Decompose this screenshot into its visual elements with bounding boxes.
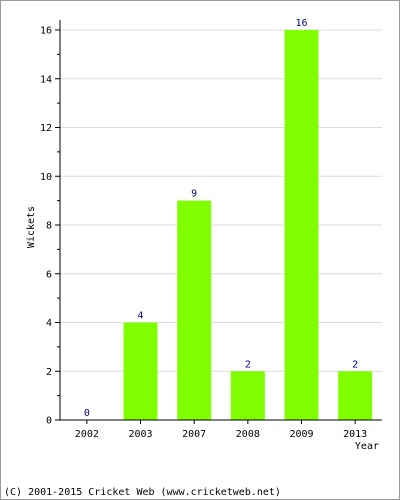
bar-2009 xyxy=(284,30,319,420)
axes xyxy=(59,20,382,421)
value-label-2007: 9 xyxy=(191,189,197,200)
y-tick-label: 10 xyxy=(40,172,52,183)
y-tick-label: 12 xyxy=(40,123,52,134)
value-label-2008: 2 xyxy=(245,359,251,370)
y-tick-label: 4 xyxy=(46,318,52,329)
y-tick-label: 2 xyxy=(46,367,52,378)
y-tick-label: 16 xyxy=(40,26,52,37)
grid-lines xyxy=(60,29,382,372)
x-tick-label: 2003 xyxy=(128,429,152,440)
value-labels: 0 4 9 2 16 2 xyxy=(84,18,358,419)
x-tick-label: 2008 xyxy=(236,429,260,440)
y-tick-label: 6 xyxy=(46,269,52,280)
y-tick-label: 14 xyxy=(40,74,52,85)
x-tick-label: 2009 xyxy=(289,429,313,440)
value-label-2002: 0 xyxy=(84,408,90,419)
x-ticks: 2002 2003 2007 2008 2009 2013 xyxy=(75,420,367,440)
x-tick-label: 2002 xyxy=(75,429,99,440)
value-label-2003: 4 xyxy=(137,311,143,322)
y-ticks: 0 2 4 6 8 10 12 14 16 xyxy=(40,26,60,427)
y-tick-label: 8 xyxy=(46,221,52,232)
value-label-2013: 2 xyxy=(352,359,358,370)
bars xyxy=(123,30,373,420)
bar-2003 xyxy=(123,322,158,420)
x-tick-label: 2007 xyxy=(182,429,206,440)
y-tick-label: 0 xyxy=(46,416,52,427)
bar-2007 xyxy=(177,200,212,420)
bar-2013 xyxy=(338,371,373,420)
bar-2008 xyxy=(230,371,265,420)
x-tick-label: 2013 xyxy=(343,429,367,440)
x-axis-title: Year xyxy=(355,441,379,452)
footer-copyright: (C) 2001-2015 Cricket Web (www.cricketwe… xyxy=(4,487,281,498)
value-label-2009: 16 xyxy=(295,18,307,29)
y-axis-title: Wickets xyxy=(26,206,37,248)
